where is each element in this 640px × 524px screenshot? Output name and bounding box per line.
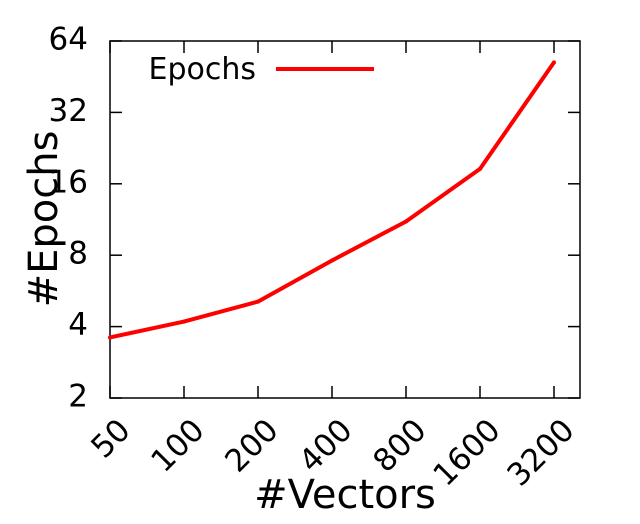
plot-frame [109,40,581,399]
y-tick-label: 16 [49,164,88,200]
y-tick-label: 32 [49,93,88,129]
x-tick-label: 400 [292,412,359,479]
series-layer [108,60,556,340]
data-point [330,258,334,263]
y-tick-label: 64 [49,22,88,58]
series-line-epochs [109,61,556,340]
y-axis: 2 4 8 16 32 64 [49,22,580,415]
data-point [552,60,556,65]
y-tick-label: 2 [68,379,88,415]
x-tick-label: 200 [218,412,285,479]
data-point [478,166,482,171]
data-point [404,219,408,224]
x-tick-label: 50 [84,412,137,465]
x-axis-title: #Vectors [254,472,436,518]
y-tick-label: 8 [68,236,88,272]
legend: Epochs [149,52,374,87]
y-tick-label: 4 [68,307,88,343]
data-point [256,299,260,304]
y-axis-title: #Epochs [21,131,67,308]
x-tick-label: 800 [366,412,433,479]
data-point [108,335,112,340]
x-tick-label: 3200 [500,412,581,493]
data-point [182,319,186,324]
x-tick-label: 1600 [426,412,507,493]
legend-label: Epochs [149,52,257,87]
x-tick-label: 100 [144,412,211,479]
